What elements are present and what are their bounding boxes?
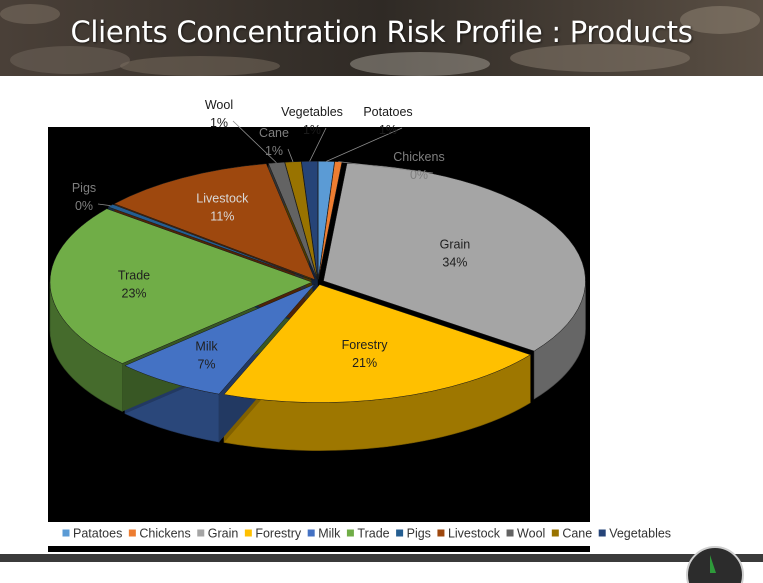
- legend-swatch-cane: [550, 528, 560, 538]
- slice-pct-grain: 34%: [442, 255, 467, 269]
- slice-label-trade: Trade: [118, 269, 150, 283]
- slice-pct-chickens: 0%: [410, 168, 428, 182]
- slice-label-pigs: Pigs: [72, 181, 96, 195]
- legend-label-trade: Trade: [357, 527, 389, 541]
- slice-forestry: [223, 284, 531, 403]
- legend-item-cane: Cane: [550, 527, 592, 541]
- legend-swatch-grain: [196, 528, 206, 538]
- slice-pct-potatoes: 1%: [379, 123, 397, 137]
- legend-label-chickens: Chickens: [139, 527, 190, 541]
- legend-item-wool: Wool: [505, 527, 545, 541]
- legend-item-chickens: Chickens: [127, 527, 191, 541]
- banner-background-image: [0, 0, 763, 76]
- slice-label-vegetables: Vegetables: [281, 105, 343, 119]
- legend-label-forestry: Forestry: [255, 527, 302, 541]
- leader-wool: [232, 120, 277, 164]
- slice-labels: Potatoes 1% Chickens 0% Grain 34% Forestry 21% M…: [72, 98, 470, 372]
- slice-label-grain: Grain: [440, 237, 471, 251]
- slice-trade: [49, 208, 313, 364]
- bottom-strip: [0, 554, 763, 562]
- legend-swatch-livestock: [436, 528, 446, 538]
- legend-swatch-chickens: [127, 528, 137, 538]
- legend-item-trade: Trade: [345, 527, 390, 541]
- legend-label-grain: Grain: [208, 527, 239, 541]
- legend-item-forestry: Forestry: [243, 527, 302, 541]
- legend-item-pigs: Pigs: [395, 527, 431, 541]
- legend-swatch-pigs: [395, 528, 405, 538]
- legend-item-vegetables: Vegetables: [597, 527, 671, 541]
- legend-swatch-milk: [306, 528, 316, 538]
- slice-pct-milk: 7%: [197, 358, 215, 372]
- slice-label-chickens: Chickens: [393, 150, 444, 164]
- slice-pct-cane: 1%: [265, 144, 283, 158]
- legend-label-cane: Cane: [562, 527, 592, 541]
- legend-swatch-vegetables: [597, 528, 607, 538]
- legend-item-grain: Grain: [196, 527, 239, 541]
- slice-pct-vegetables: 1%: [303, 123, 321, 137]
- legend-label-milk: Milk: [318, 527, 341, 541]
- legend-label-pigs: Pigs: [407, 527, 431, 541]
- legend-swatch-forestry: [243, 528, 253, 538]
- slice-livestock: [113, 163, 316, 281]
- title-banner: Clients Concentration Risk Profile : Pro…: [0, 0, 763, 76]
- slice-cane: [284, 161, 318, 280]
- legend-label-potatoes: Patatoes: [73, 527, 122, 541]
- slide-title: Clients Concentration Risk Profile : Pro…: [70, 15, 693, 49]
- legend-item-milk: Milk: [306, 527, 341, 541]
- logo-icon: [686, 546, 744, 583]
- slice-pct-pigs: 0%: [75, 199, 93, 213]
- leader-cane: [287, 148, 294, 162]
- slice-label-potatoes: Potatoes: [363, 105, 412, 119]
- pie-chart: Potatoes 1% Chickens 0% Grain 34% Forestry 21% M…: [48, 98, 763, 552]
- legend-background: [48, 522, 763, 546]
- pie-slices: [49, 161, 586, 403]
- legend-item-livestock: Livestock: [436, 527, 501, 541]
- legend-item-potatoes: Patatoes: [61, 527, 122, 541]
- slice-pct-forestry: 21%: [352, 356, 377, 370]
- leader-potatoes: [326, 127, 403, 162]
- label-leader-lines: [97, 120, 434, 207]
- slice-label-livestock: Livestock: [196, 191, 249, 205]
- slice-label-milk: Milk: [195, 340, 218, 354]
- leader-pigs: [97, 203, 111, 207]
- slice-label-cane: Cane: [259, 126, 289, 140]
- leader-vegetables: [309, 127, 327, 162]
- slice-label-wool: Wool: [205, 98, 233, 112]
- legend-label-wool: Wool: [517, 527, 545, 541]
- legend-label-livestock: Livestock: [448, 527, 501, 541]
- legend: Patatoes Chickens Grain Forestry Milk Trade Pi…: [61, 527, 671, 541]
- slice-pct-trade: 23%: [122, 287, 147, 301]
- slice-pct-livestock: 11%: [210, 209, 234, 223]
- slice-pct-wool: 1%: [210, 116, 228, 130]
- slice-label-forestry: Forestry: [342, 338, 389, 352]
- slice-milk: [124, 284, 315, 395]
- legend-swatch-trade: [345, 528, 355, 538]
- legend-swatch-wool: [505, 528, 515, 538]
- leader-chickens: [338, 161, 434, 174]
- legend-swatch-potatoes: [61, 528, 71, 538]
- legend-label-vegetables: Vegetables: [609, 527, 671, 541]
